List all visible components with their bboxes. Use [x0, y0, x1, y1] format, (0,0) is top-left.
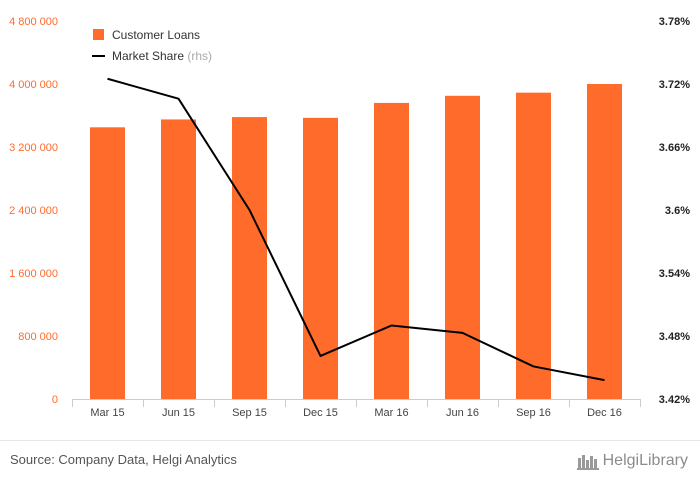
legend-rhs-suffix: (rhs) [187, 49, 212, 63]
y-left-tick-label: 4 800 000 [9, 16, 58, 28]
y-right-tick-label: 3.54% [659, 268, 690, 280]
x-tick-label: Dec 16 [587, 407, 622, 419]
x-tick-label: Mar 15 [90, 407, 124, 419]
y-left-tick-label: 4 000 000 [9, 79, 58, 91]
line-market-share [107, 77, 605, 382]
legend-swatch-customer-loans [93, 29, 104, 40]
x-tick-label: Sep 15 [232, 407, 267, 419]
legend-label-customer-loans: Customer Loans [112, 28, 200, 42]
legend-label-market-share: Market Share (rhs) [112, 49, 212, 63]
x-tick-label: Jun 16 [446, 407, 479, 419]
y-right-tick-label: 3.48% [659, 331, 690, 343]
bar-customer-loans [232, 117, 267, 399]
footer: Source: Company Data, Helgi Analytics He… [0, 440, 700, 483]
y-left-tick-label: 800 000 [18, 331, 58, 343]
bar-customer-loans [516, 92, 551, 399]
source-note: Source: Company Data, Helgi Analytics [10, 452, 237, 467]
x-tick-label: Dec 15 [303, 407, 338, 419]
y-left-tick-label: 1 600 000 [9, 268, 58, 280]
bar-customer-loans [587, 84, 622, 399]
bar-customer-loans [303, 117, 338, 400]
y-left-tick-label: 3 200 000 [9, 142, 58, 154]
y-left-tick-label: 0 [52, 394, 58, 406]
bar-customer-loans [161, 119, 196, 399]
bar-customer-loans [374, 102, 409, 400]
x-tick-label: Sep 16 [516, 407, 551, 419]
y-right-tick-label: 3.66% [659, 142, 690, 154]
y-right-tick-label: 3.78% [659, 16, 690, 28]
library-icon [576, 455, 599, 470]
x-tick-label: Mar 16 [374, 407, 408, 419]
bar-customer-loans [90, 127, 125, 399]
y-left-tick-label: 2 400 000 [9, 205, 58, 217]
bar-customer-loans [445, 95, 480, 399]
x-tick-label: Jun 15 [162, 407, 195, 419]
helgi-library-logo: HelgiLibrary [576, 449, 688, 473]
y-right-tick-label: 3.6% [665, 205, 690, 217]
y-right-tick-label: 3.72% [659, 79, 690, 91]
y-right-tick-label: 3.42% [659, 394, 690, 406]
chart: Mar 15 Jun 15 Sep 15 Dec 15 Mar 16 Jun 16 Sep … [9, 16, 690, 419]
logo-text: HelgiLibrary [602, 452, 688, 469]
